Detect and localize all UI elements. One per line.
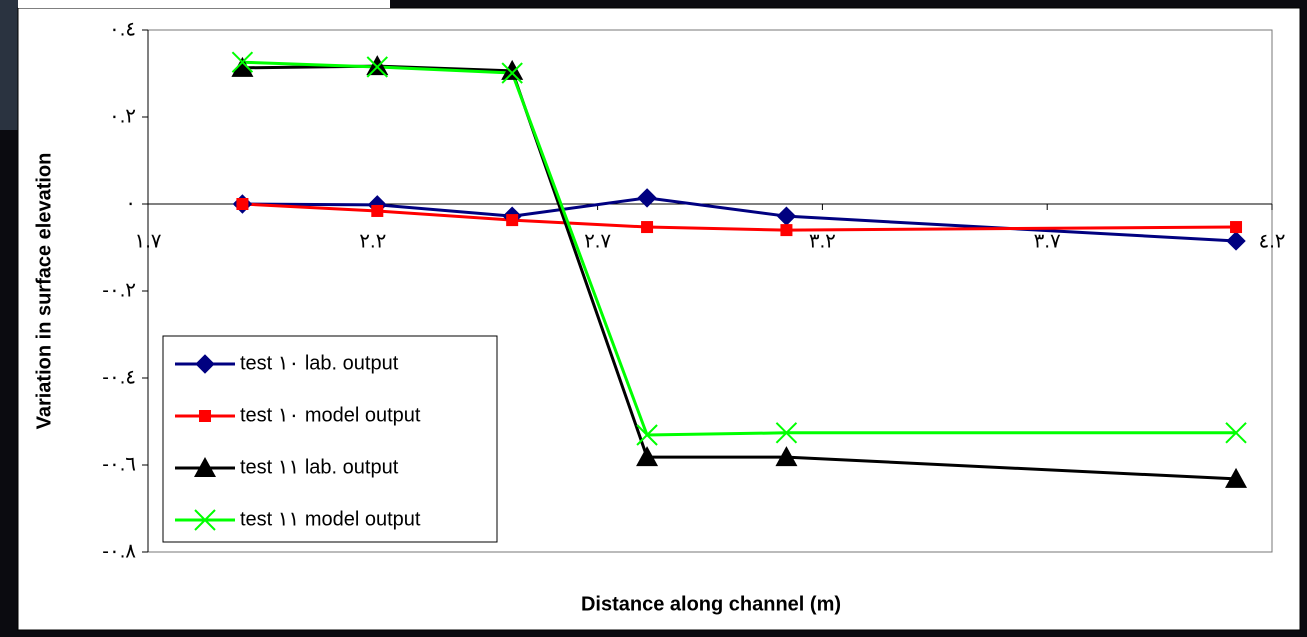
marker [199, 410, 211, 422]
marker [636, 446, 659, 467]
legend-box [162, 335, 498, 543]
marker [506, 214, 519, 227]
y-tick-label: -٠.٢ [102, 279, 136, 301]
y-tick-label: ٠.٢ [109, 105, 136, 127]
series-line [242, 196, 1237, 243]
marker [1225, 467, 1248, 488]
x-axis-title: Distance along channel (m) [581, 593, 841, 615]
legend-label: test ١٠ lab. output [240, 352, 399, 374]
marker [231, 51, 254, 73]
marker [637, 188, 657, 208]
legend-label: test ١٠ model output [240, 404, 421, 426]
marker [231, 56, 254, 77]
marker [194, 509, 216, 531]
series-line [242, 202, 1237, 232]
marker [371, 204, 384, 217]
x-tick-label: ٣.٧ [1034, 230, 1061, 252]
marker [641, 221, 654, 234]
x-tick-label: ١.٧ [134, 230, 161, 252]
y-tick-label: -٠.٦ [102, 453, 136, 475]
marker [501, 62, 523, 84]
marker [366, 56, 389, 78]
legend-label: test ١١ lab. output [240, 456, 399, 478]
marker [194, 457, 216, 477]
marker [1225, 422, 1247, 444]
series-line [242, 60, 1237, 437]
y-tick-label: ٠.٤ [109, 18, 136, 40]
marker [366, 55, 389, 76]
marker [775, 422, 798, 444]
legend-label: test ١١ model output [240, 508, 421, 530]
marker [780, 224, 793, 237]
y-tick-label: ٠ [125, 192, 136, 214]
x-tick-label: ٢.٢ [359, 230, 386, 252]
marker [501, 59, 524, 80]
marker [236, 198, 249, 210]
marker [1226, 231, 1246, 251]
marker [775, 446, 798, 467]
marker [1230, 221, 1243, 234]
chart-frame-top [18, 0, 390, 8]
y-tick-label: -٠.٨ [102, 540, 136, 562]
marker [195, 354, 215, 374]
y-axis-title: Variation in surface elevation [33, 153, 55, 430]
x-tick-label: ٣.٢ [809, 230, 836, 252]
marker [636, 424, 658, 446]
y-tick-label: -٠.٤ [102, 366, 136, 388]
x-tick-label: ٤.٢ [1258, 230, 1285, 252]
x-tick-label: ٢.٧ [584, 230, 611, 252]
